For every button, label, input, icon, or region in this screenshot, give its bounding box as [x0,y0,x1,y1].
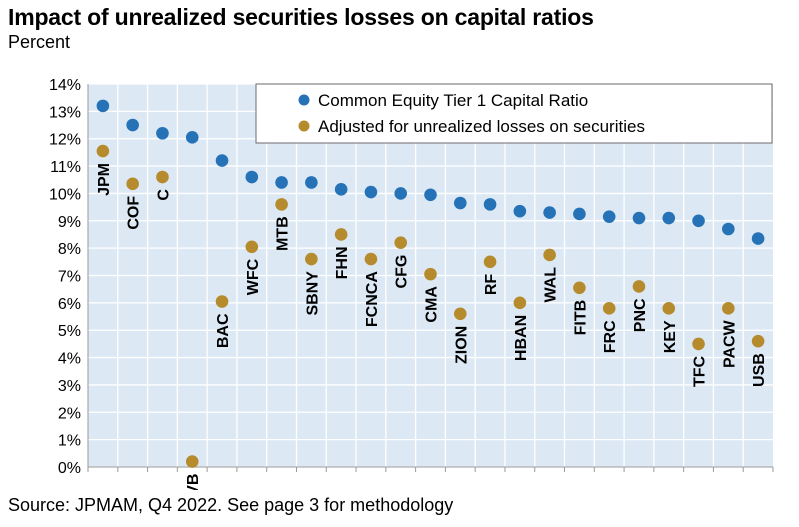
cet1-point [334,183,348,196]
cet1-point [513,204,527,218]
adjusted-point [305,252,318,266]
adjusted-point [215,295,229,308]
category-label: FCNCA [364,271,381,327]
cet1-point [483,198,497,211]
category-label: HBAN [513,315,530,361]
category-label: FHN [334,246,351,279]
adjusted-point [483,255,497,269]
adjusted-point [126,177,139,191]
cet1-point [394,187,408,200]
adjusted-point [662,302,676,315]
category-label: COF [126,196,143,230]
y-tick-label: 0% [58,460,81,477]
category-label: WFC [245,258,262,295]
y-tick-label: 12% [49,132,81,149]
y-tick-label: 1% [58,433,81,450]
y-tick-label: 14% [49,77,81,94]
source-note: Source: JPMAM, Q4 2022. See page 3 for m… [8,495,454,515]
legend-marker [298,120,310,132]
adjusted-point [632,280,646,293]
y-tick-label: 2% [58,405,81,422]
gridlines [88,83,773,468]
y-tick-label: 3% [58,378,81,395]
category-label: PACW [721,319,738,368]
cet1-point [364,185,378,199]
y-tick-label: 6% [58,296,81,313]
cet1-point [185,131,199,144]
adjusted-point [722,302,735,315]
legend: Common Equity Tier 1 Capital Ratio Adjust… [255,83,773,144]
adjusted-point [692,337,705,351]
category-label: FRC [602,320,619,353]
adjusted-point [334,228,348,241]
category-label: CMA [424,286,441,323]
cet1-point [543,206,556,219]
adjusted-point [453,307,467,321]
adjusted-point [543,248,556,262]
category-label: SBNY [304,271,321,316]
legend-box [255,83,773,144]
adjusted-point [185,455,199,468]
category-label: FITB [572,300,589,336]
y-tick-label: 5% [58,323,81,340]
adjusted-point [424,267,437,281]
cet1-point [722,222,735,236]
y-tick-label: 7% [58,269,81,286]
category-label: WAL [543,267,560,303]
adjusted-point [573,281,586,295]
category-label: MTB [275,216,292,251]
cet1-point [632,211,646,225]
chart-subtitle: Percent [8,32,71,52]
category-label: USB [751,353,768,387]
cet1-point [453,196,467,210]
chart-title: Impact of unrealized securities losses o… [8,4,594,30]
legend-label: Adjusted for unrealized losses on securi… [318,117,645,136]
adjusted-point [513,296,527,310]
cet1-point [96,99,110,113]
y-tick-label: 8% [58,241,81,258]
cet1-point [662,211,676,225]
y-tick-label: 11% [50,159,81,176]
category-label: TFC [692,355,709,387]
adjusted-point [245,240,259,254]
category-label: C [155,189,172,201]
legend-marker [298,94,310,106]
cet1-point [126,118,139,132]
y-tick-label: 4% [58,351,81,368]
category-label: CFG [394,255,411,289]
cet1-point [305,176,318,189]
category-label: KEY [662,320,679,353]
data-points [96,99,765,468]
cet1-point [275,176,288,189]
cet1-point [156,126,169,140]
cet1-point [215,154,229,167]
scatter-chart: 0% 1% 2% 3% 4% 5% 6% 7% 8% 9% 10% 11% 12% 13% 14% JPM C… [49,77,774,490]
x-axis [87,466,774,472]
category-label: SIVB [185,474,202,490]
category-labels: JPM COF C SIVB BAC WFC MTB SBNY FHN FCNCA CFG CMA ZI… [96,163,768,490]
category-label: RF [483,274,500,296]
category-label: ZION [453,326,470,364]
adjusted-point [275,198,288,211]
cet1-point [602,210,616,223]
y-axis: 0% 1% 2% 3% 4% 5% 6% 7% 8% 9% 10% 11% 12% 13% 14% [49,77,89,477]
adjusted-point [602,302,616,315]
cet1-point [424,188,437,202]
y-tick-label: 13% [49,104,81,121]
legend-label: Common Equity Tier 1 Capital Ratio [318,91,588,110]
y-tick-label: 10% [49,186,81,203]
category-label: BAC [215,313,232,348]
cet1-point [751,232,765,245]
cet1-point [245,170,259,184]
adjusted-point [394,236,408,249]
cet1-point [692,214,705,228]
adjusted-point [751,334,765,348]
y-tick-label: 9% [58,214,81,231]
adjusted-point [96,144,110,158]
category-label: JPM [96,163,113,196]
adjusted-point [156,170,169,184]
cet1-point [573,207,586,221]
adjusted-point [364,252,378,266]
category-label: PNC [632,298,649,332]
